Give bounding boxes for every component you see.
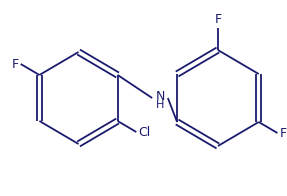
Text: F: F — [279, 126, 286, 140]
Text: H: H — [156, 100, 164, 110]
Text: N: N — [155, 90, 165, 103]
Text: F: F — [12, 57, 19, 71]
Text: F: F — [214, 13, 222, 26]
Text: Cl: Cl — [138, 125, 151, 139]
